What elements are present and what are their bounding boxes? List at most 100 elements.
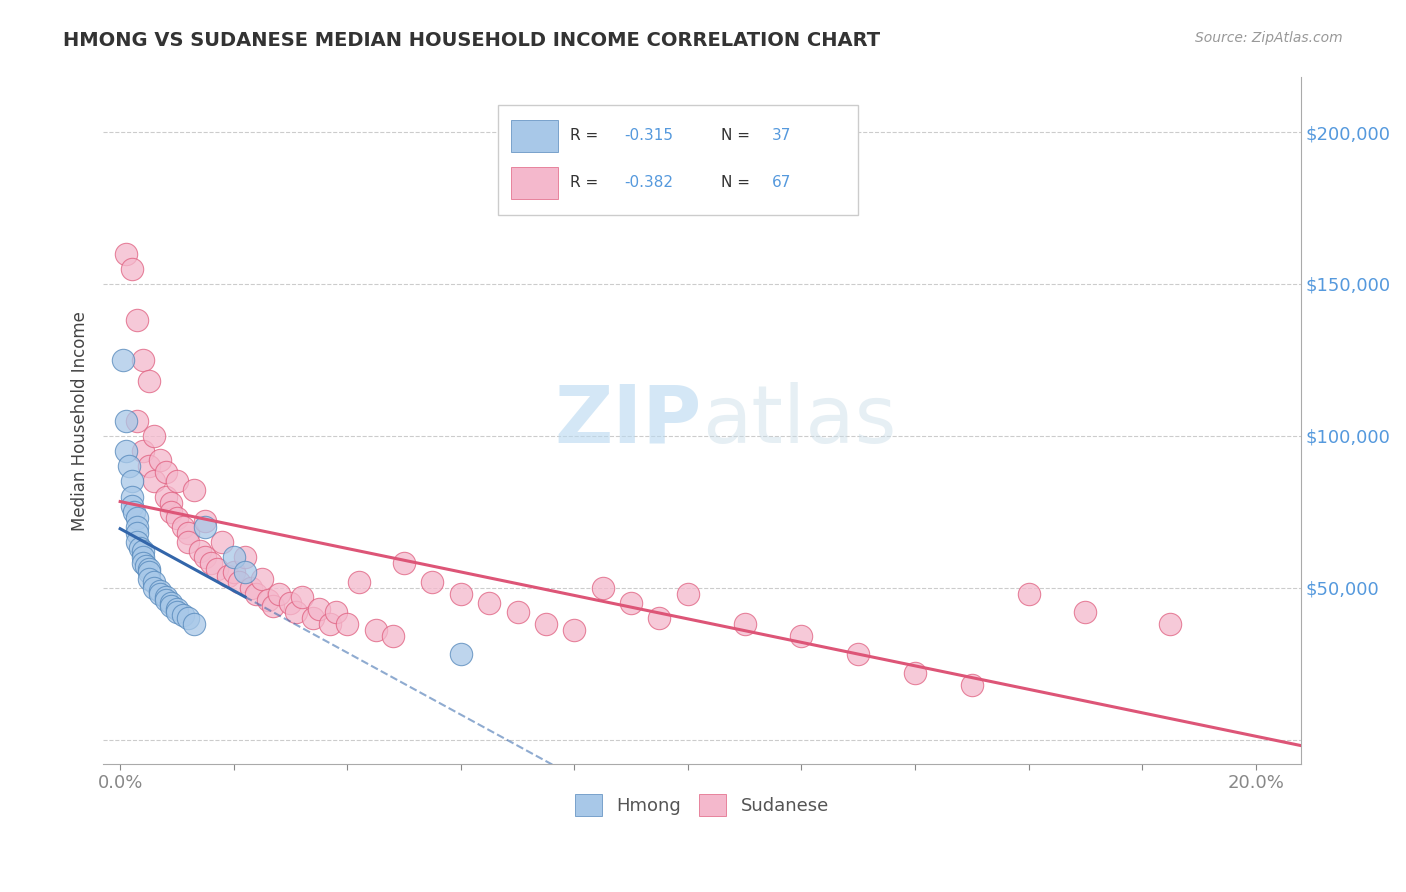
Point (269, 587, 291, 601)
Point (960, 678, 983, 692)
Point (239, 581, 262, 595)
Point (143, 581, 166, 595)
Point (121, 490, 143, 504)
Point (205, 562, 228, 576)
Point (149, 587, 172, 601)
Point (506, 605, 529, 619)
Point (127, 535, 149, 549)
Point (129, 541, 152, 556)
Point (194, 520, 217, 534)
Point (562, 623, 585, 637)
Point (138, 562, 160, 576)
Point (188, 544, 211, 558)
Point (143, 429, 166, 443)
Point (450, 587, 472, 601)
Point (183, 483, 205, 498)
Point (166, 605, 188, 619)
Point (160, 599, 183, 613)
Point (127, 526, 149, 541)
Point (381, 629, 404, 643)
Point (115, 246, 138, 260)
Point (138, 572, 160, 586)
Point (211, 535, 233, 549)
Point (121, 475, 143, 489)
Point (160, 505, 183, 519)
Point (155, 465, 177, 479)
Point (228, 574, 250, 589)
Point (233, 550, 256, 565)
Point (127, 520, 149, 534)
Point (172, 520, 194, 534)
Point (676, 587, 699, 601)
Point (155, 490, 177, 504)
Point (200, 557, 222, 571)
Point (118, 459, 141, 474)
Point (280, 596, 302, 610)
Point (132, 544, 155, 558)
Point (166, 511, 188, 525)
Point (121, 499, 143, 513)
Point (132, 444, 155, 458)
Point (149, 583, 172, 598)
Y-axis label: Median Household Income: Median Household Income (72, 310, 89, 531)
Point (1018, 587, 1040, 601)
Point (592, 581, 614, 595)
Point (364, 623, 387, 637)
Text: HMONG VS SUDANESE MEDIAN HOUSEHOLD INCOME CORRELATION CHART: HMONG VS SUDANESE MEDIAN HOUSEHOLD INCOM… (63, 31, 880, 50)
Point (222, 550, 245, 565)
Point (132, 550, 155, 565)
Point (534, 617, 557, 632)
Point (262, 599, 284, 613)
Point (846, 648, 869, 662)
Point (217, 568, 239, 582)
Point (166, 602, 188, 616)
Text: Source: ZipAtlas.com: Source: ZipAtlas.com (1195, 31, 1343, 45)
Point (790, 629, 813, 643)
Legend: Hmong, Sudanese: Hmong, Sudanese (568, 787, 837, 823)
Text: atlas: atlas (702, 382, 897, 459)
Point (149, 453, 172, 467)
Point (1159, 617, 1181, 632)
Point (308, 602, 330, 616)
Point (143, 475, 166, 489)
Point (347, 574, 370, 589)
Point (302, 611, 325, 625)
Point (285, 605, 308, 619)
Point (132, 352, 155, 367)
Point (233, 566, 256, 580)
Point (115, 414, 138, 428)
Point (183, 617, 205, 632)
Point (172, 607, 194, 622)
Point (121, 261, 143, 276)
Point (155, 590, 177, 604)
Point (177, 611, 200, 625)
Point (166, 475, 188, 489)
Point (127, 414, 149, 428)
Point (1074, 605, 1097, 619)
Point (143, 574, 166, 589)
Point (127, 313, 149, 327)
Point (734, 617, 756, 632)
Point (422, 574, 444, 589)
Point (155, 592, 177, 607)
Point (222, 566, 245, 580)
Point (245, 587, 267, 601)
Point (250, 572, 273, 586)
Point (392, 557, 415, 571)
Point (194, 514, 217, 528)
Point (194, 550, 217, 565)
Point (127, 511, 149, 525)
Point (478, 596, 501, 610)
Point (336, 617, 359, 632)
Point (111, 352, 134, 367)
Point (450, 648, 472, 662)
Point (138, 459, 160, 474)
Point (256, 592, 278, 607)
Point (177, 526, 200, 541)
Point (904, 665, 927, 680)
Point (160, 495, 183, 509)
Point (115, 444, 138, 458)
Point (177, 535, 200, 549)
Point (132, 557, 155, 571)
Point (138, 566, 160, 580)
